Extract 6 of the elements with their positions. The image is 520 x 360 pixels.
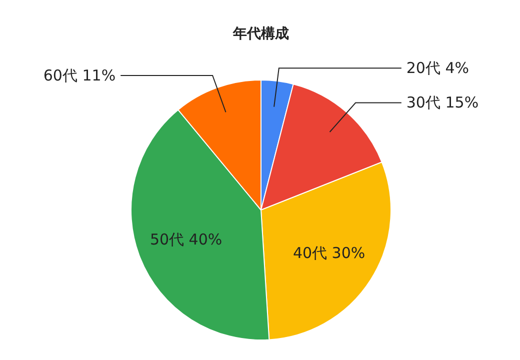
slice-label: 50代 40% bbox=[150, 230, 222, 249]
slice-label: 40代 30% bbox=[292, 244, 366, 262]
slice-label: 60代 11% bbox=[43, 66, 116, 84]
slice-label: 20代 4% bbox=[406, 59, 470, 78]
chart-title: 年代構成 bbox=[232, 26, 289, 42]
slice-label: 30代 15% bbox=[406, 94, 479, 112]
